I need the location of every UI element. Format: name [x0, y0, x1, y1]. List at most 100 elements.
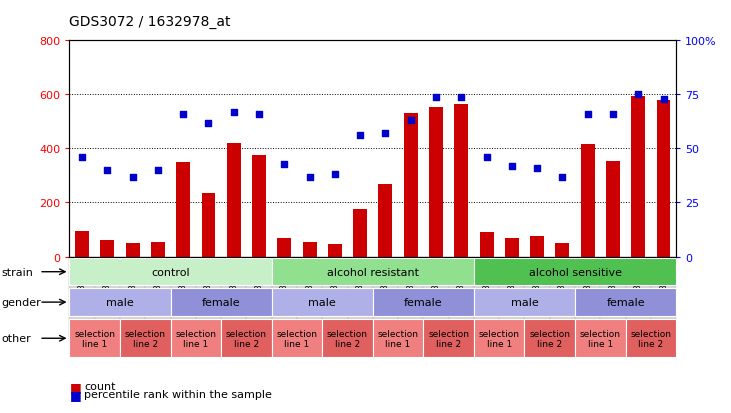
Text: female: female: [202, 297, 240, 307]
Point: [279, 161, 290, 168]
Bar: [474, 320, 525, 357]
Point: [582, 111, 594, 118]
Bar: [151, 242, 165, 257]
Bar: [373, 289, 474, 316]
Bar: [277, 238, 291, 257]
Bar: [606, 161, 620, 257]
Point: [430, 94, 442, 101]
Bar: [176, 163, 190, 257]
Bar: [221, 257, 246, 339]
Bar: [474, 259, 676, 286]
Bar: [322, 257, 347, 339]
Text: female: female: [606, 297, 645, 307]
Bar: [404, 114, 417, 257]
Bar: [69, 257, 95, 339]
Bar: [170, 320, 221, 357]
Bar: [120, 257, 145, 339]
Bar: [126, 243, 140, 257]
Point: [632, 92, 644, 99]
Text: selection
line 2: selection line 2: [529, 329, 570, 348]
Point: [102, 167, 113, 174]
Text: male: male: [106, 297, 134, 307]
Bar: [575, 257, 600, 339]
Point: [202, 120, 214, 126]
Text: male: male: [511, 297, 538, 307]
Bar: [69, 259, 272, 286]
Point: [76, 154, 88, 161]
Bar: [69, 289, 170, 316]
Point: [658, 96, 670, 103]
Bar: [398, 257, 423, 339]
Text: ■: ■: [69, 380, 81, 393]
Bar: [626, 257, 651, 339]
Text: selection
line 1: selection line 1: [276, 329, 317, 348]
Text: selection
line 2: selection line 2: [630, 329, 671, 348]
Text: selection
line 1: selection line 1: [75, 329, 115, 348]
Bar: [170, 289, 272, 316]
Bar: [524, 320, 575, 357]
Text: selection
line 1: selection line 1: [580, 329, 621, 348]
Bar: [556, 243, 569, 257]
Point: [355, 133, 366, 140]
Bar: [474, 257, 499, 339]
Text: female: female: [404, 297, 443, 307]
Bar: [651, 257, 676, 339]
Bar: [303, 242, 317, 257]
Text: alcohol resistant: alcohol resistant: [327, 267, 419, 277]
Bar: [575, 320, 626, 357]
Point: [481, 154, 493, 161]
Bar: [474, 289, 575, 316]
Bar: [373, 320, 423, 357]
Text: other: other: [1, 333, 31, 344]
Point: [556, 174, 568, 180]
Bar: [423, 257, 449, 339]
Text: alcohol sensitive: alcohol sensitive: [529, 267, 621, 277]
Point: [228, 109, 240, 116]
Bar: [449, 257, 474, 339]
Bar: [499, 257, 525, 339]
Bar: [580, 145, 594, 257]
Text: selection
line 1: selection line 1: [175, 329, 216, 348]
Text: ■: ■: [69, 388, 81, 401]
Bar: [196, 257, 221, 339]
Bar: [69, 320, 120, 357]
Text: selection
line 1: selection line 1: [479, 329, 520, 348]
Text: selection
line 1: selection line 1: [378, 329, 419, 348]
Text: percentile rank within the sample: percentile rank within the sample: [84, 389, 272, 399]
Bar: [95, 257, 120, 339]
Text: selection
line 2: selection line 2: [226, 329, 267, 348]
Bar: [145, 257, 170, 339]
Point: [455, 94, 467, 101]
Bar: [272, 259, 474, 286]
Bar: [221, 320, 272, 357]
Text: GDS3072 / 1632978_at: GDS3072 / 1632978_at: [69, 15, 231, 29]
Bar: [100, 241, 114, 257]
Text: gender: gender: [1, 297, 41, 307]
Bar: [423, 320, 474, 357]
Point: [506, 163, 518, 170]
Bar: [246, 257, 272, 339]
Bar: [347, 257, 373, 339]
Bar: [272, 289, 373, 316]
Point: [607, 111, 619, 118]
Bar: [530, 237, 544, 257]
Bar: [429, 107, 443, 257]
Text: control: control: [151, 267, 190, 277]
Bar: [379, 184, 393, 257]
Point: [531, 165, 543, 172]
Bar: [373, 257, 398, 339]
Bar: [626, 320, 676, 357]
Point: [405, 118, 417, 124]
Text: selection
line 2: selection line 2: [327, 329, 368, 348]
Point: [126, 174, 138, 180]
Text: selection
line 2: selection line 2: [125, 329, 166, 348]
Bar: [120, 320, 170, 357]
Bar: [550, 257, 575, 339]
Point: [304, 174, 316, 180]
Text: selection
line 2: selection line 2: [428, 329, 469, 348]
Bar: [328, 245, 342, 257]
Bar: [170, 257, 196, 339]
Bar: [656, 101, 670, 257]
Bar: [480, 233, 493, 257]
Bar: [227, 144, 240, 257]
